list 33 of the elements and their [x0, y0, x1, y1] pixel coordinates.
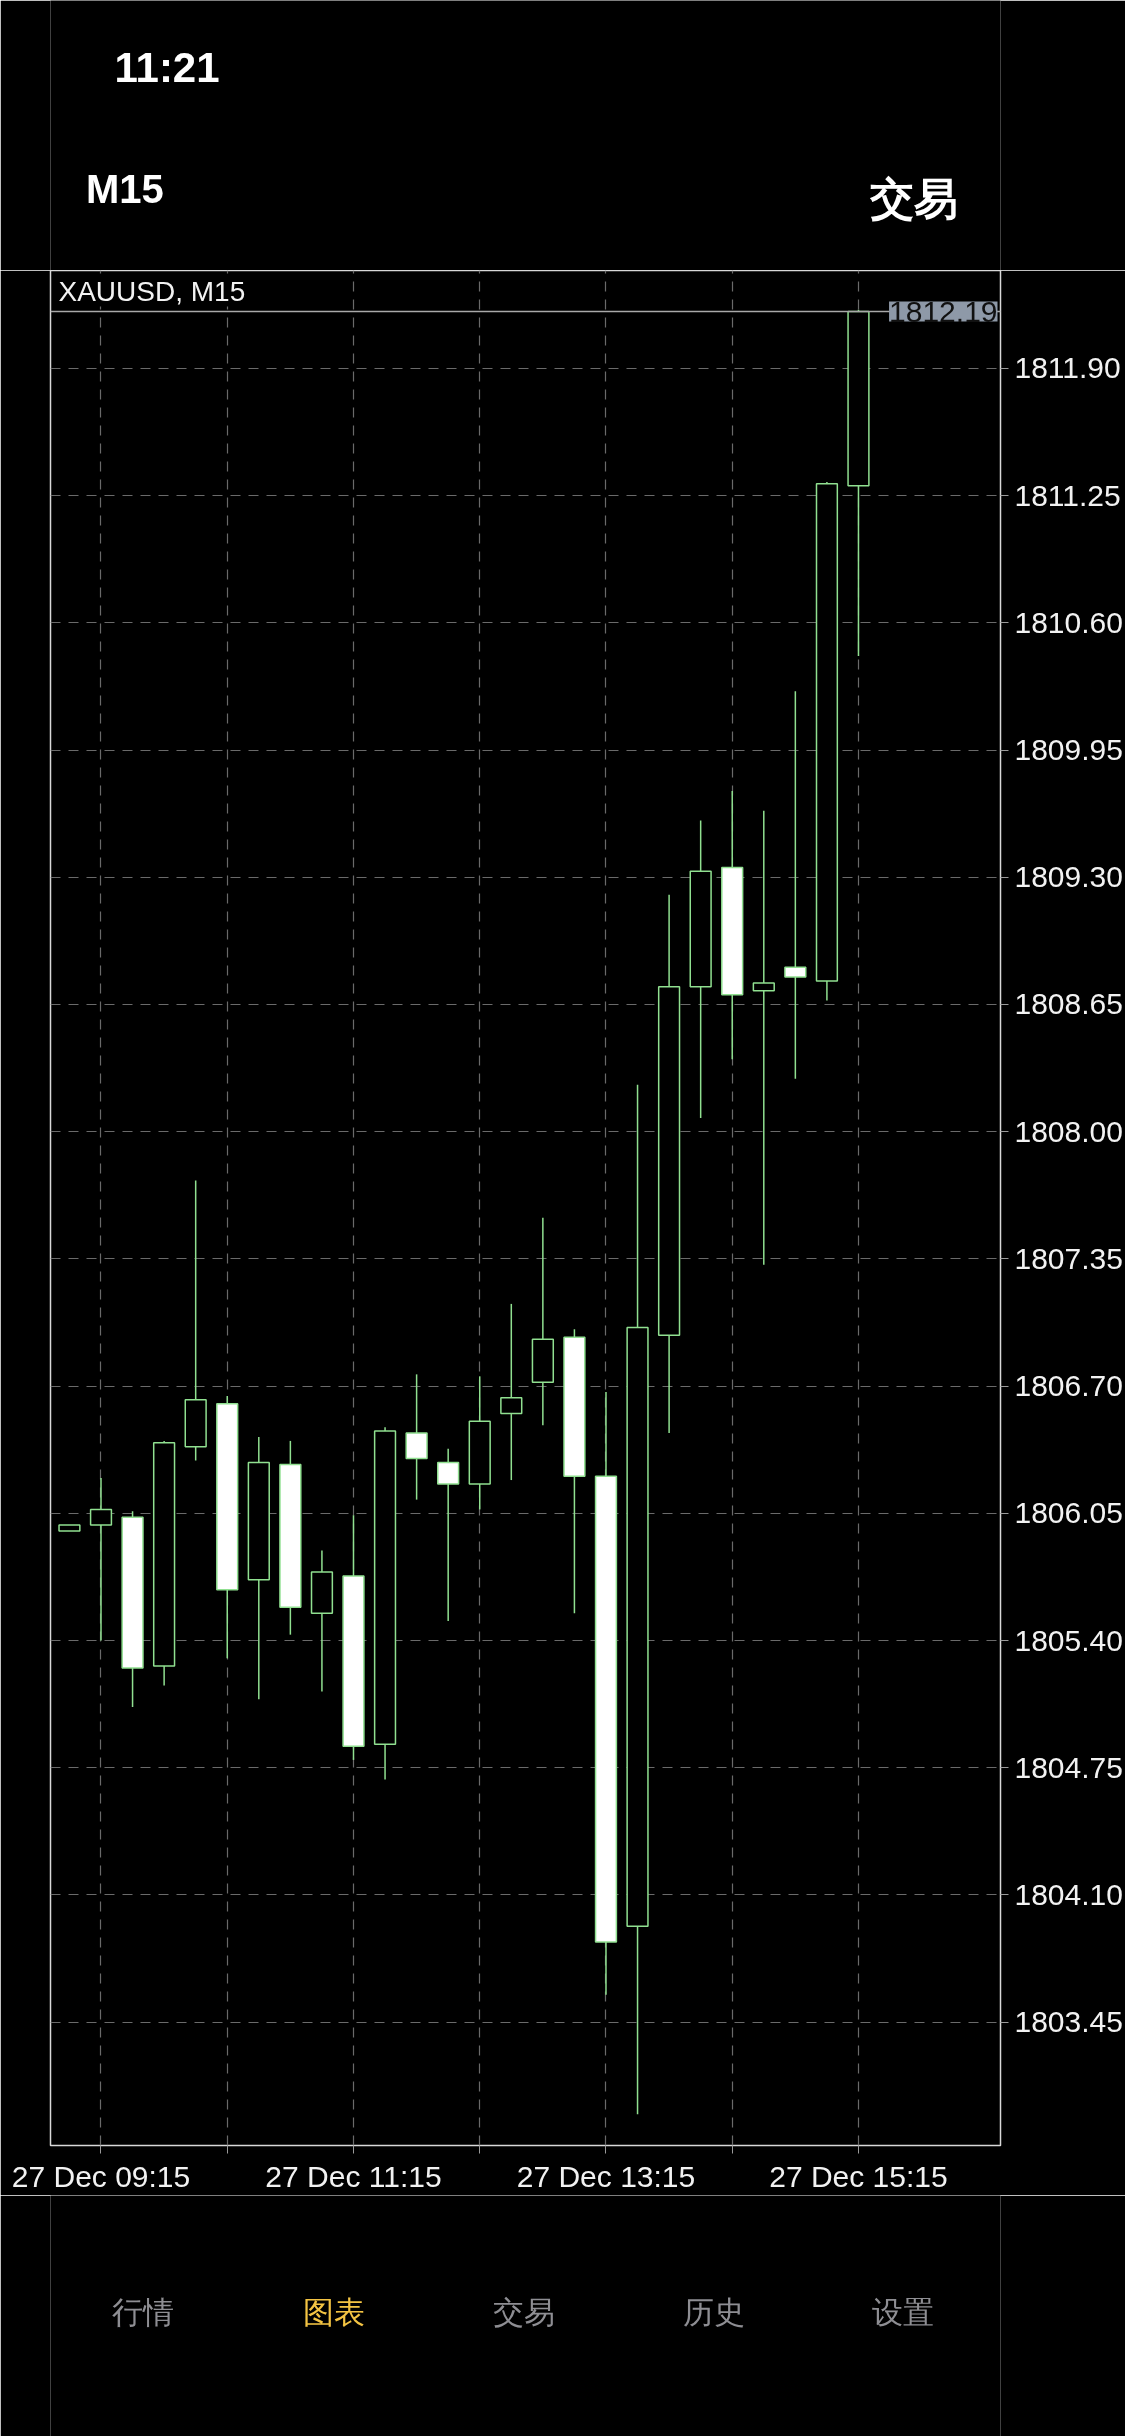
y-tick-label: 1808.65 [1014, 987, 1123, 1021]
y-tick-label: 1807.35 [1014, 1241, 1123, 1275]
text: 行情 [112, 2295, 175, 2330]
text: 交易 [869, 174, 959, 223]
text: M15 [85, 166, 164, 211]
y-tick-label: 1811.90 [1014, 351, 1121, 385]
x-tick-label: 27 Dec 11:15 [265, 2159, 442, 2193]
x-tick-label: 27 Dec 15:15 [769, 2159, 948, 2193]
y-tick-label: 1806.70 [1014, 1369, 1123, 1403]
y-tick-label: 1806.05 [1014, 1496, 1123, 1530]
text: 11:21 [114, 44, 220, 91]
y-tick-label: 1808.00 [1014, 1114, 1123, 1148]
candlestick [89, 1477, 113, 1642]
chart-title: XAUUSD, M15 [58, 275, 246, 307]
candlestick [752, 809, 775, 1266]
text: 图表 [303, 2295, 366, 2330]
x-tick-label: 27 Dec 13:15 [516, 2159, 696, 2193]
y-tick-label: 1805.40 [1014, 1623, 1123, 1657]
candlestick [784, 690, 807, 1080]
y-tick-label: 1803.45 [1014, 2005, 1123, 2039]
text: 历史 [683, 2295, 746, 2330]
candlestick [500, 1303, 523, 1481]
y-tick-label: 1804.75 [1014, 1750, 1123, 1784]
ref-line-label: 1812.19 [889, 294, 998, 328]
y-tick-label: 1809.30 [1014, 860, 1123, 894]
y-tick-label: 1811.25 [1014, 478, 1121, 512]
y-tick-label: 1810.60 [1014, 605, 1123, 639]
y-tick-label: 1809.95 [1014, 733, 1123, 767]
y-tick-label: 1804.10 [1014, 1877, 1123, 1911]
text: 设置 [872, 2295, 935, 2330]
candlestick [437, 1447, 460, 1622]
text: 交易 [493, 2295, 556, 2330]
x-tick-label: 27 Dec 09:15 [11, 2159, 191, 2193]
